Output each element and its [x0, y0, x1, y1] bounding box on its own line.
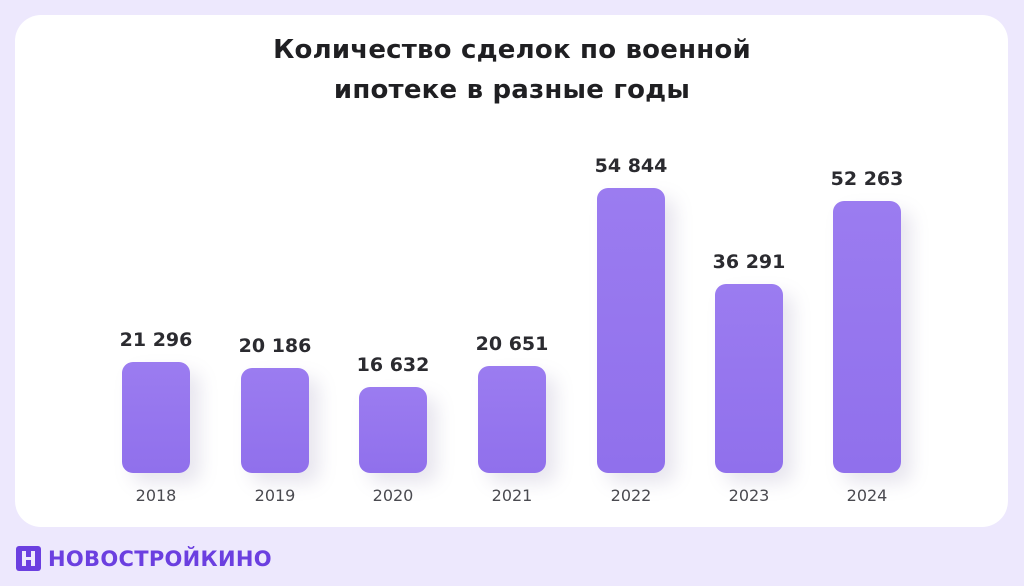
bar-2023 [715, 284, 783, 473]
x-axis-tick-label: 2021 [491, 486, 533, 505]
bar-value-label: 20 651 [475, 333, 549, 355]
bar-2020 [359, 387, 427, 473]
bar-2024 [833, 201, 901, 473]
bar-value-label: 16 632 [356, 354, 430, 376]
bar-value-label: 52 263 [830, 168, 904, 190]
brand-name: НОВОСТРОЙКИНО [48, 546, 272, 571]
x-axis-tick-label: 2020 [372, 486, 414, 505]
x-axis-tick-label: 2018 [135, 486, 177, 505]
bar-value-label: 54 844 [594, 155, 668, 177]
bar-value-label: 36 291 [712, 251, 786, 273]
bar-value-label: 21 296 [119, 329, 193, 351]
bar-2018 [122, 362, 190, 473]
h-square-logo-icon [16, 546, 41, 571]
chart-title: Количество сделок по военной ипотеке в р… [0, 30, 1024, 110]
bar-2021 [478, 366, 546, 473]
bar-2019 [241, 368, 309, 473]
x-axis-tick-label: 2019 [254, 486, 296, 505]
chart-title-line-1: Количество сделок по военной [273, 35, 751, 65]
x-axis-tick-label: 2024 [846, 486, 888, 505]
x-axis-tick-label: 2023 [728, 486, 770, 505]
bar-value-label: 20 186 [238, 335, 312, 357]
bar-2022 [597, 188, 665, 473]
chart-title-line-2: ипотеке в разные годы [333, 75, 691, 105]
brand-logo: НОВОСТРОЙКИНО [16, 546, 272, 571]
x-axis-tick-label: 2022 [610, 486, 652, 505]
